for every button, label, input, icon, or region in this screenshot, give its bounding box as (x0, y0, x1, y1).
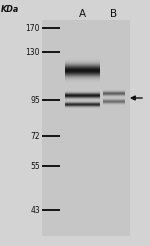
Text: A: A (79, 9, 86, 19)
Text: 170: 170 (26, 24, 40, 33)
Text: B: B (110, 9, 118, 19)
Text: KDa: KDa (1, 5, 19, 15)
Text: 130: 130 (26, 48, 40, 57)
Text: 43: 43 (30, 206, 40, 215)
Text: 95: 95 (30, 96, 40, 105)
Text: 55: 55 (30, 162, 40, 171)
Text: 72: 72 (30, 132, 40, 141)
